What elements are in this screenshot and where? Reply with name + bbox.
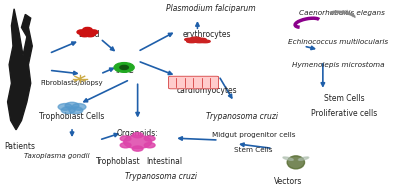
Ellipse shape bbox=[194, 40, 204, 43]
Circle shape bbox=[89, 30, 98, 34]
Circle shape bbox=[61, 107, 75, 114]
Circle shape bbox=[80, 32, 89, 37]
Ellipse shape bbox=[287, 156, 304, 169]
Circle shape bbox=[83, 27, 92, 32]
Circle shape bbox=[132, 146, 143, 151]
Text: Caenorhabditis elegans: Caenorhabditis elegans bbox=[299, 9, 385, 16]
Text: erythrocytes: erythrocytes bbox=[183, 30, 231, 39]
Text: Hymenolepis microstoma: Hymenolepis microstoma bbox=[292, 62, 385, 68]
Ellipse shape bbox=[283, 157, 293, 160]
Text: Trophoblast Cells: Trophoblast Cells bbox=[39, 112, 105, 121]
Polygon shape bbox=[8, 9, 32, 130]
Ellipse shape bbox=[185, 38, 195, 41]
Circle shape bbox=[144, 136, 155, 141]
Text: Organoids:: Organoids: bbox=[117, 129, 158, 138]
Text: Plasmodium falciparum: Plasmodium falciparum bbox=[166, 4, 256, 13]
FancyBboxPatch shape bbox=[168, 76, 219, 89]
Text: Trypanosoma cruzi: Trypanosoma cruzi bbox=[125, 172, 197, 181]
Text: Proliferative cells: Proliferative cells bbox=[311, 108, 377, 118]
Ellipse shape bbox=[298, 157, 309, 160]
Ellipse shape bbox=[190, 37, 200, 40]
Circle shape bbox=[120, 136, 131, 141]
Text: Intestinal: Intestinal bbox=[146, 157, 183, 166]
Text: Midgut progenitor cells: Midgut progenitor cells bbox=[212, 132, 295, 138]
Circle shape bbox=[77, 30, 86, 34]
Text: Blood: Blood bbox=[79, 30, 100, 39]
Circle shape bbox=[65, 102, 79, 109]
Circle shape bbox=[58, 104, 72, 110]
Circle shape bbox=[86, 32, 95, 37]
Text: Trypanosoma cruzi: Trypanosoma cruzi bbox=[206, 112, 278, 121]
Circle shape bbox=[144, 143, 155, 148]
Text: Trophoblast: Trophoblast bbox=[96, 157, 141, 166]
Ellipse shape bbox=[200, 40, 210, 43]
Text: Fibroblasts/biopsy: Fibroblasts/biopsy bbox=[41, 80, 103, 86]
Text: Stem Cells: Stem Cells bbox=[324, 94, 364, 103]
Text: Vectors: Vectors bbox=[274, 177, 302, 186]
Text: Echinococcus multilocularis: Echinococcus multilocularis bbox=[288, 39, 388, 45]
Ellipse shape bbox=[196, 38, 206, 41]
Ellipse shape bbox=[187, 40, 197, 43]
Circle shape bbox=[120, 143, 131, 148]
Circle shape bbox=[72, 104, 86, 110]
Circle shape bbox=[69, 107, 83, 114]
Text: Patients: Patients bbox=[4, 142, 36, 151]
Text: cardiomyocytes: cardiomyocytes bbox=[177, 86, 238, 95]
Text: Taxoplasma gondii: Taxoplasma gondii bbox=[24, 153, 89, 159]
Circle shape bbox=[124, 135, 152, 149]
Text: iPSC: iPSC bbox=[115, 66, 134, 75]
Text: Stem Cells: Stem Cells bbox=[234, 147, 273, 153]
Circle shape bbox=[120, 65, 128, 70]
Circle shape bbox=[114, 63, 134, 72]
Circle shape bbox=[132, 132, 143, 138]
